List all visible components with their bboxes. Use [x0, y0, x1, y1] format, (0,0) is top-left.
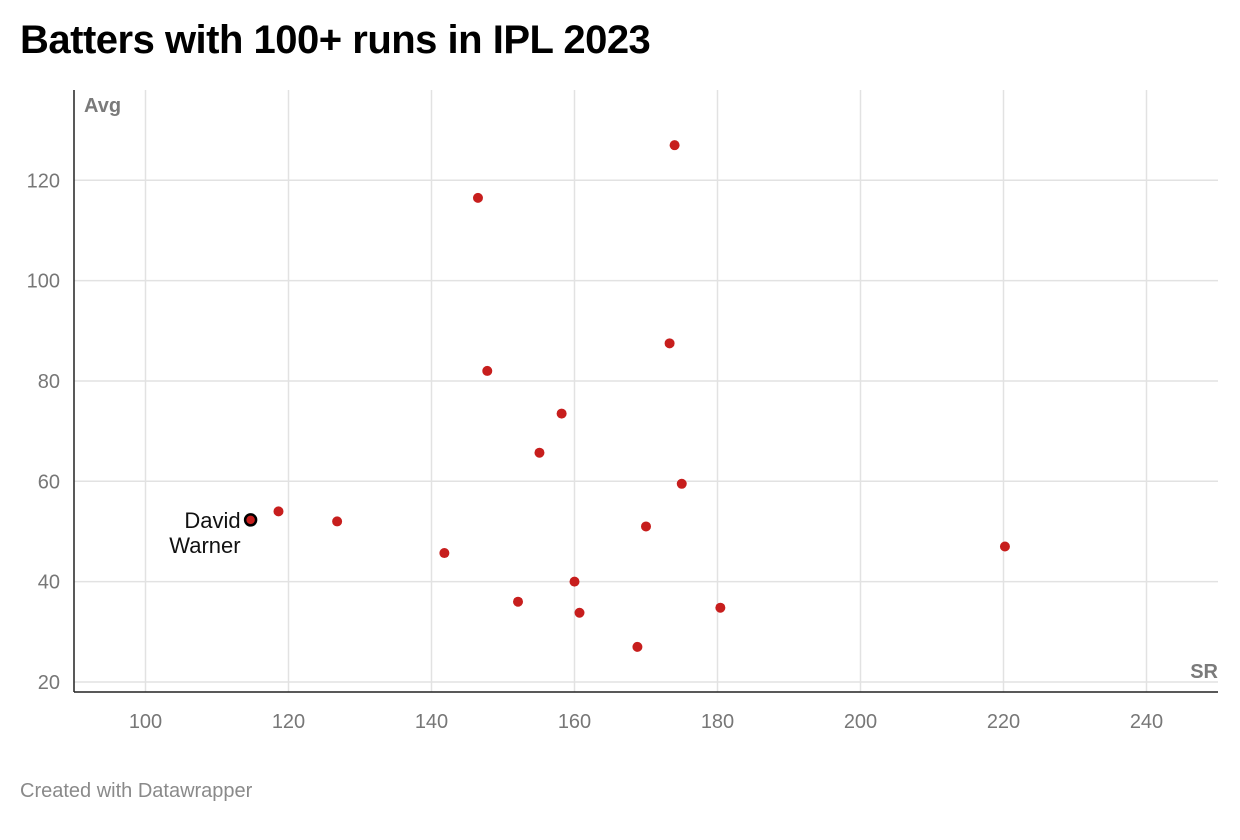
chart-title: Batters with 100+ runs in IPL 2023	[20, 18, 651, 62]
y-tick-label: 60	[38, 471, 60, 493]
x-tick-label: 240	[1130, 711, 1163, 733]
data-points	[243, 140, 1010, 652]
data-point	[534, 447, 545, 458]
data-point	[273, 506, 284, 517]
x-tick-label: 220	[987, 711, 1020, 733]
data-point	[632, 641, 643, 652]
footer-credit: Created with Datawrapper	[20, 780, 253, 802]
x-tick-label: 100	[129, 711, 162, 733]
tick-labels: 100 120 140 160 180 200 220 240 20 40 60 80 100 120	[27, 170, 1164, 733]
highlighted-point	[243, 513, 258, 527]
y-tick-label: 80	[38, 371, 60, 393]
data-point	[569, 576, 580, 587]
data-point	[574, 607, 585, 618]
data-point	[669, 140, 680, 151]
data-point	[332, 516, 343, 527]
x-tick-label: 200	[844, 711, 877, 733]
x-tick-label: 140	[415, 711, 448, 733]
x-tick-label: 160	[558, 711, 591, 733]
axes	[73, 90, 1218, 693]
highlight-label: Warner	[169, 533, 240, 558]
x-axis-title: SR	[1190, 661, 1218, 683]
highlight-label: David	[184, 508, 240, 533]
y-tick-label: 120	[27, 170, 60, 192]
data-point	[999, 541, 1010, 552]
y-tick-label: 20	[38, 672, 60, 694]
data-point	[513, 596, 524, 607]
data-point	[556, 408, 567, 419]
data-point	[715, 602, 726, 613]
data-point	[664, 338, 675, 349]
y-tick-label: 40	[38, 572, 60, 594]
scatter-chart: 100 120 140 160 180 200 220 240 20 40 60 80 100 120 A…	[27, 90, 1219, 733]
x-tick-label: 120	[272, 711, 305, 733]
y-tick-label: 100	[27, 271, 60, 293]
y-axis-title: Avg	[84, 95, 121, 117]
gridlines	[74, 90, 1218, 692]
data-point	[641, 521, 651, 532]
data-point	[676, 478, 687, 489]
data-point	[482, 365, 493, 376]
data-point	[439, 548, 450, 559]
data-point	[472, 192, 483, 203]
x-tick-label: 180	[701, 711, 734, 733]
